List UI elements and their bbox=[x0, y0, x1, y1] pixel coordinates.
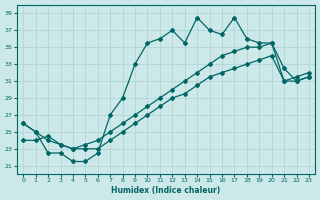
X-axis label: Humidex (Indice chaleur): Humidex (Indice chaleur) bbox=[111, 186, 221, 195]
